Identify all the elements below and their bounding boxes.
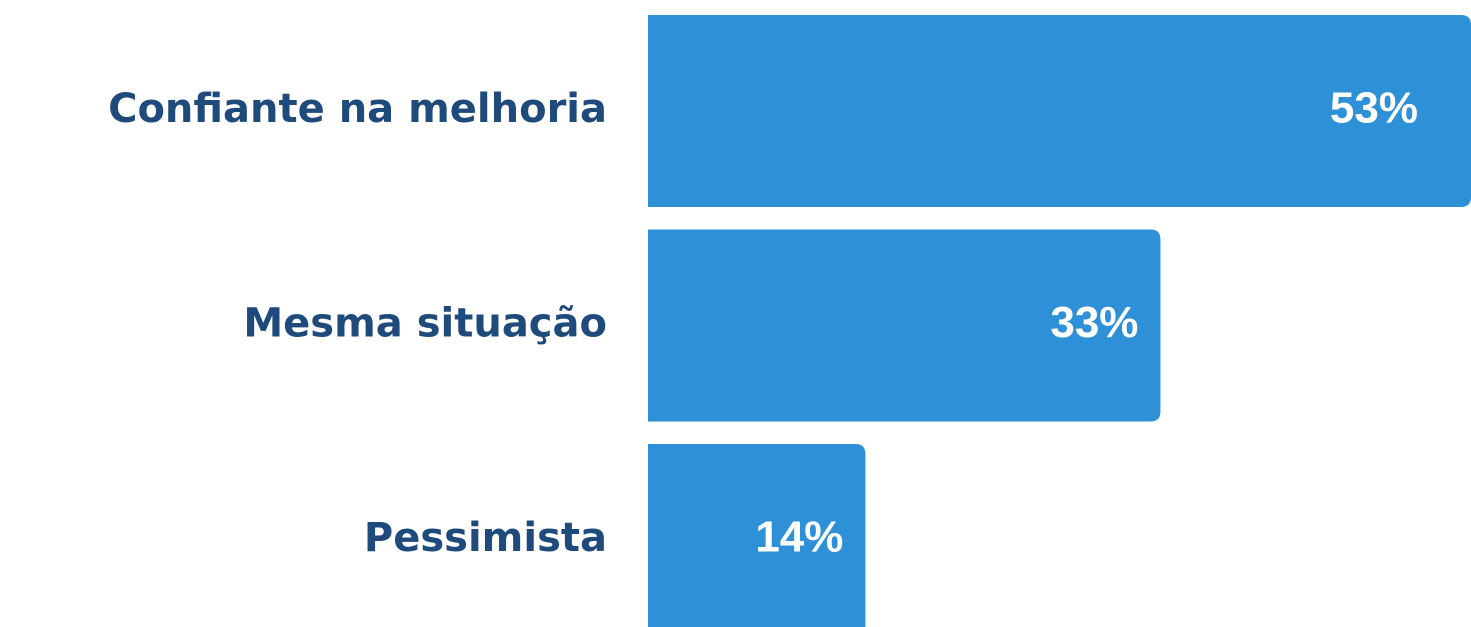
value-label: 33% (1050, 298, 1138, 347)
value-label: 14% (755, 513, 843, 562)
bar (648, 15, 1471, 207)
value-label: 53% (1330, 84, 1418, 133)
category-label: Mesma situação (243, 301, 607, 347)
category-label: Pessimista (364, 515, 607, 561)
category-label: Confiante na melhoria (108, 86, 607, 132)
bar (648, 444, 866, 627)
bar (648, 229, 1161, 422)
